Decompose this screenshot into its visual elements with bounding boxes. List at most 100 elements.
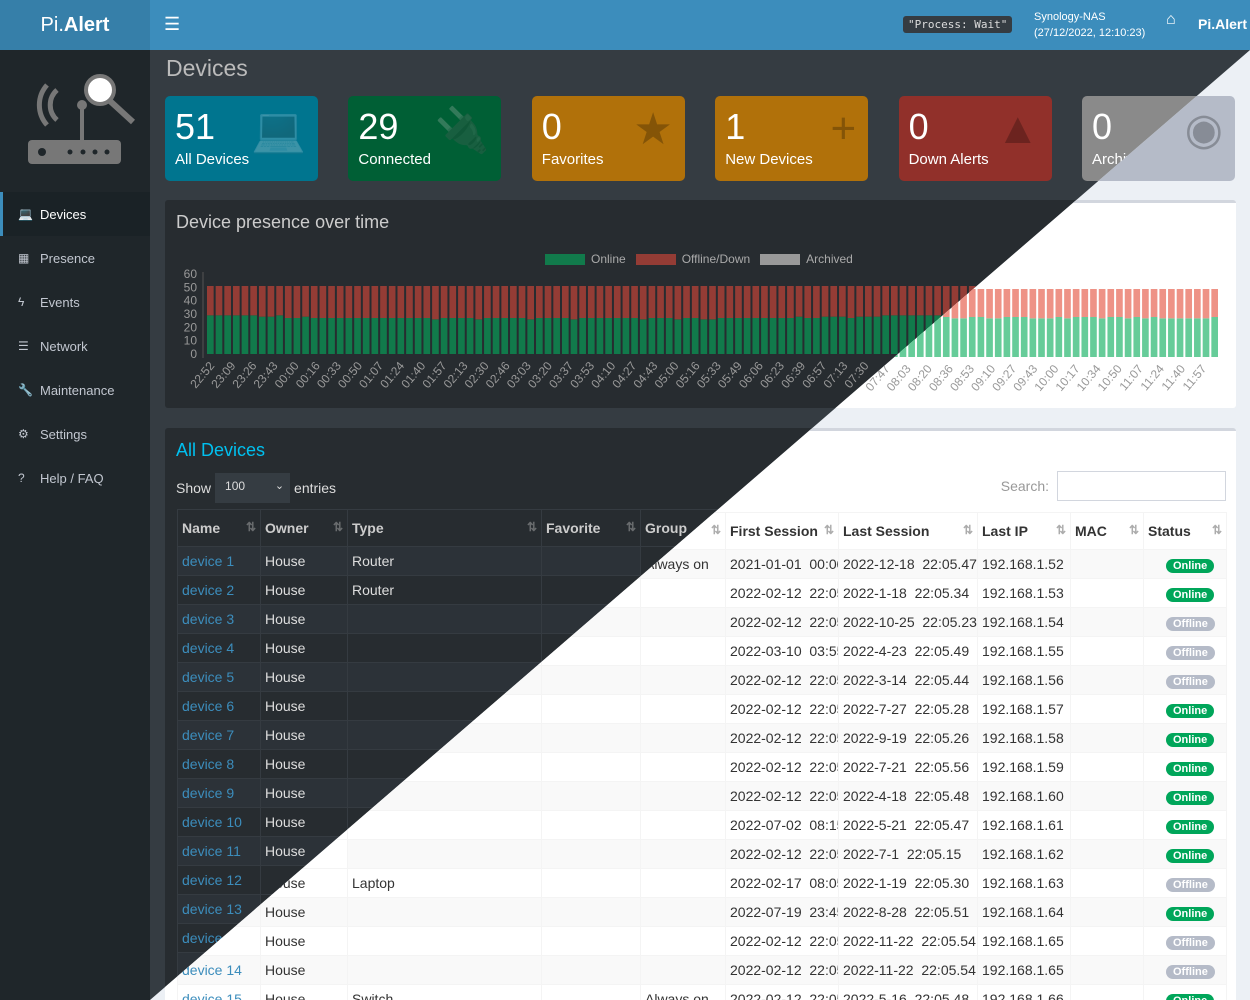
offline-bar[interactable] (475, 286, 483, 320)
online-bar[interactable] (769, 318, 777, 354)
sidebar-item-help-faq[interactable]: ? Help / FAQ (0, 456, 150, 500)
offline-bar[interactable] (241, 286, 249, 316)
online-bar[interactable] (328, 318, 335, 354)
online-bar[interactable] (267, 316, 275, 354)
online-bar[interactable] (847, 318, 855, 354)
offline-bar[interactable] (215, 286, 223, 316)
online-bar[interactable] (709, 319, 716, 354)
offline-bar[interactable] (579, 286, 586, 318)
sort-icon[interactable]: ⇅ (1055, 523, 1066, 537)
device-link[interactable]: device 6 (182, 698, 235, 714)
online-bar[interactable] (1046, 318, 1054, 357)
sidebar-item-maintenance[interactable]: 🔧 Maintenance (0, 368, 150, 412)
column-header-status[interactable]: Status ⇅ (1143, 512, 1227, 550)
offline-bar[interactable] (1194, 289, 1201, 319)
offline-bar[interactable] (570, 286, 578, 320)
online-bar[interactable] (561, 318, 569, 354)
online-bar[interactable] (354, 318, 361, 354)
online-bar[interactable] (1107, 317, 1115, 357)
online-bar[interactable] (761, 318, 768, 354)
offline-bar[interactable] (207, 286, 214, 316)
online-bar[interactable] (986, 318, 993, 357)
offline-bar[interactable] (371, 286, 379, 318)
online-bar[interactable] (570, 319, 578, 354)
device-link[interactable]: device 2 (182, 582, 235, 598)
column-header-favorite[interactable]: Favorite ⇅ (541, 509, 641, 547)
stat-card-new-devices[interactable]: 1 New Devices + (715, 96, 869, 181)
offline-bar[interactable] (258, 286, 266, 317)
online-bar[interactable] (839, 316, 846, 354)
online-bar[interactable] (795, 316, 803, 354)
online-bar[interactable] (1012, 317, 1019, 357)
offline-bar[interactable] (449, 286, 457, 318)
table-row[interactable]: device 13 House 2022-07-19 23:452022-8-28 … (177, 897, 1227, 927)
online-bar[interactable] (414, 318, 422, 354)
online-bar[interactable] (1133, 317, 1141, 357)
online-bar[interactable] (899, 315, 907, 354)
online-bar[interactable] (726, 318, 734, 354)
online-bar[interactable] (977, 317, 985, 357)
online-bar[interactable] (873, 316, 881, 354)
online-bar[interactable] (1116, 317, 1123, 357)
offline-bar[interactable] (631, 286, 638, 318)
offline-bar[interactable] (232, 286, 240, 316)
offline-bar[interactable] (1202, 289, 1210, 319)
online-bar[interactable] (362, 318, 370, 354)
offline-bar[interactable] (700, 286, 708, 320)
offline-bar[interactable] (1116, 289, 1123, 317)
online-bar[interactable] (639, 319, 647, 354)
offline-bar[interactable] (717, 286, 725, 318)
online-bar[interactable] (934, 318, 941, 357)
online-bar[interactable] (691, 318, 699, 354)
offline-bar[interactable] (968, 289, 976, 317)
online-bar[interactable] (925, 318, 933, 357)
online-bar[interactable] (1168, 318, 1175, 357)
offline-bar[interactable] (994, 289, 1002, 319)
online-bar[interactable] (821, 316, 829, 354)
online-bar[interactable] (916, 318, 924, 357)
online-bar[interactable] (1150, 317, 1158, 357)
device-link[interactable]: device 5 (182, 669, 235, 685)
offline-bar[interactable] (735, 286, 742, 318)
online-bar[interactable] (1064, 318, 1071, 357)
online-bar[interactable] (501, 318, 509, 354)
offline-bar[interactable] (813, 286, 820, 318)
device-link[interactable]: device 13 (182, 901, 242, 917)
column-header-name[interactable]: Name ⇅ (177, 509, 261, 547)
offline-bar[interactable] (925, 286, 933, 316)
online-bar[interactable] (752, 318, 760, 354)
offline-bar[interactable] (1038, 289, 1045, 319)
offline-bar[interactable] (319, 286, 327, 318)
online-bar[interactable] (1003, 317, 1011, 357)
online-bar[interactable] (284, 318, 292, 354)
device-link[interactable]: device 7 (182, 727, 235, 743)
offline-bar[interactable] (899, 286, 907, 316)
offline-bar[interactable] (622, 286, 630, 318)
online-bar[interactable] (1159, 318, 1167, 357)
column-header-mac[interactable]: MAC ⇅ (1070, 512, 1144, 550)
offline-bar[interactable] (1133, 289, 1141, 317)
offline-bar[interactable] (743, 286, 751, 318)
sort-icon[interactable]: ⇅ (245, 520, 256, 534)
sort-icon[interactable]: ⇅ (1128, 523, 1139, 537)
online-bar[interactable] (856, 316, 864, 354)
offline-bar[interactable] (553, 286, 560, 318)
online-bar[interactable] (293, 318, 301, 354)
offline-bar[interactable] (691, 286, 699, 318)
offline-bar[interactable] (1176, 289, 1184, 319)
sort-icon[interactable]: ⇅ (332, 520, 343, 534)
offline-bar[interactable] (830, 286, 838, 317)
offline-bar[interactable] (1012, 289, 1019, 317)
online-bar[interactable] (890, 315, 898, 354)
device-link[interactable]: device 8 (182, 756, 235, 772)
user-menu[interactable]: Pi.Alert (1198, 16, 1248, 32)
device-link[interactable]: device 15 (182, 991, 242, 1000)
online-bar[interactable] (544, 318, 552, 354)
online-bar[interactable] (1202, 318, 1210, 357)
online-bar[interactable] (1055, 317, 1063, 357)
offline-bar[interactable] (1142, 289, 1149, 319)
online-bar[interactable] (1038, 318, 1045, 357)
offline-bar[interactable] (458, 286, 465, 318)
